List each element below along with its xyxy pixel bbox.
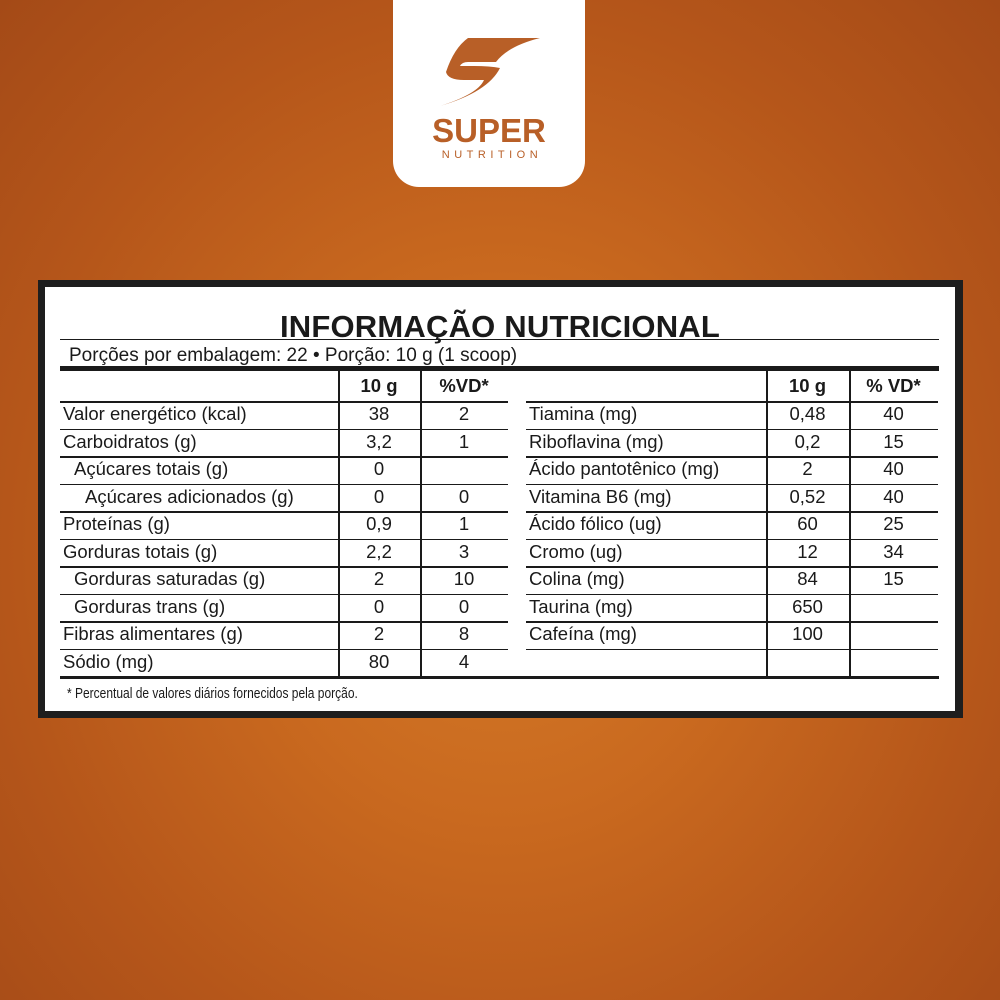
row-divider: [60, 621, 508, 623]
nutrient-name: Ácido fólico (ug): [529, 513, 662, 534]
header-daily-value: %VD*: [439, 375, 489, 396]
row-divider: [60, 566, 508, 568]
nutrient-daily-value: 1: [458, 513, 470, 534]
row-divider: [526, 428, 938, 430]
row-divider: [60, 538, 508, 540]
serving-info: Porções por embalagem: 22 • Porção: 10 g…: [69, 345, 518, 366]
nutrient-amount: 0,48: [789, 403, 826, 424]
nutrient-amount: 0,52: [789, 485, 826, 507]
nutrient-daily-value: 40: [883, 485, 904, 507]
nutrient-amount: 2: [802, 458, 813, 479]
nutrient-amount: 60: [797, 513, 818, 534]
nutrient-name: Gorduras totais (g): [63, 540, 218, 562]
thick-divider: [60, 366, 939, 371]
nutrient-daily-value: 34: [883, 540, 904, 562]
row-divider: [526, 566, 938, 568]
nutrient-amount: 80: [368, 650, 390, 672]
nutrient-amount: 2,2: [366, 540, 392, 562]
nutrient-name: Riboflavina (mg): [529, 430, 664, 452]
nutrient-amount: 38: [368, 403, 390, 424]
nutrient-amount: 650: [792, 595, 823, 617]
nutrient-amount: 0,9: [366, 513, 392, 534]
nutrient-name: Vitamina B6 (mg): [529, 485, 672, 507]
row-divider: [526, 593, 938, 595]
header-daily-value: % VD*: [866, 375, 921, 396]
nutrient-daily-value: 8: [458, 623, 470, 644]
nutrient-name: Ácido pantotênico (mg): [529, 458, 720, 479]
nutrient-amount: 0: [373, 485, 385, 507]
row-divider: [60, 456, 508, 458]
row-divider: [526, 456, 938, 458]
nutrient-daily-value: 15: [883, 568, 904, 589]
row-divider: [60, 511, 508, 513]
nutrient-daily-value: 10: [453, 568, 475, 589]
nutrient-name: Tiamina (mg): [529, 403, 638, 424]
nutrient-name: Sódio (mg): [63, 650, 154, 672]
row-divider: [60, 428, 508, 430]
nutrient-name: Gorduras saturadas (g): [74, 568, 266, 589]
row-divider: [60, 593, 508, 595]
logo-badge: [393, 0, 585, 187]
label-title: INFORMAÇÃO NUTRICIONAL: [279, 309, 721, 344]
nutrient-daily-value: 40: [883, 458, 904, 479]
nutrient-name: Valor energético (kcal): [63, 403, 247, 424]
nutrient-name: Colina (mg): [529, 568, 625, 589]
nutrient-amount: 2: [373, 568, 385, 589]
nutrient-daily-value: 0: [458, 595, 470, 617]
column-divider: [766, 371, 768, 677]
nutrient-amount: 0: [373, 595, 385, 617]
column-divider: [338, 371, 340, 677]
nutrient-amount: 0: [373, 458, 385, 479]
nutrient-name: Taurina (mg): [529, 595, 633, 617]
nutrient-name: Cromo (ug): [529, 540, 623, 562]
row-divider: [526, 621, 938, 623]
nutrition-facts-panel: INFORMAÇÃO NUTRICIONAL Porções por embal…: [38, 280, 963, 718]
row-divider: [60, 483, 508, 485]
header-amount: 10 g: [360, 375, 398, 396]
nutrient-daily-value: 3: [458, 540, 470, 562]
nutrient-name: Açúcares totais (g): [74, 458, 229, 479]
nutrient-daily-value: 25: [883, 513, 904, 534]
nutrient-amount: 12: [797, 540, 818, 562]
nutrient-name: Fibras alimentares (g): [63, 623, 243, 644]
row-divider: [60, 401, 508, 403]
nutrient-amount: 100: [792, 623, 823, 644]
lightning-s-icon: [440, 38, 540, 106]
nutrient-daily-value: 40: [883, 403, 904, 424]
nutrient-amount: 3,2: [366, 430, 392, 452]
brand-tagline: NUTRITION: [441, 149, 543, 161]
nutrient-daily-value: 2: [458, 403, 470, 424]
nutrient-name: Açúcares adicionados (g): [85, 485, 294, 507]
row-divider: [526, 401, 938, 403]
row-divider: [526, 511, 938, 513]
column-divider: [849, 371, 851, 677]
nutrient-amount: 84: [797, 568, 818, 589]
nutrient-name: Cafeína (mg): [529, 623, 637, 644]
nutrient-name: Proteínas (g): [63, 513, 170, 534]
nutrient-amount: 0,2: [794, 430, 821, 452]
nutrient-name: Gorduras trans (g): [74, 595, 226, 617]
nutrient-amount: 2: [373, 623, 385, 644]
brand-name: SUPER: [432, 112, 546, 149]
row-divider: [526, 538, 938, 540]
header-amount: 10 g: [788, 375, 827, 396]
row-divider: [526, 648, 938, 650]
row-divider: [526, 483, 938, 485]
nutrient-name: Carboidratos (g): [63, 430, 197, 452]
row-divider: [60, 648, 508, 650]
nutrient-daily-value: 15: [883, 430, 904, 452]
divider: [60, 339, 939, 340]
footnote: * Percentual de valores diários fornecid…: [67, 685, 358, 702]
nutrient-daily-value: 1: [458, 430, 470, 452]
nutrient-daily-value: 4: [458, 650, 470, 672]
nutrient-daily-value: 0: [458, 485, 470, 507]
bottom-divider: [60, 676, 939, 679]
column-divider: [420, 371, 422, 677]
